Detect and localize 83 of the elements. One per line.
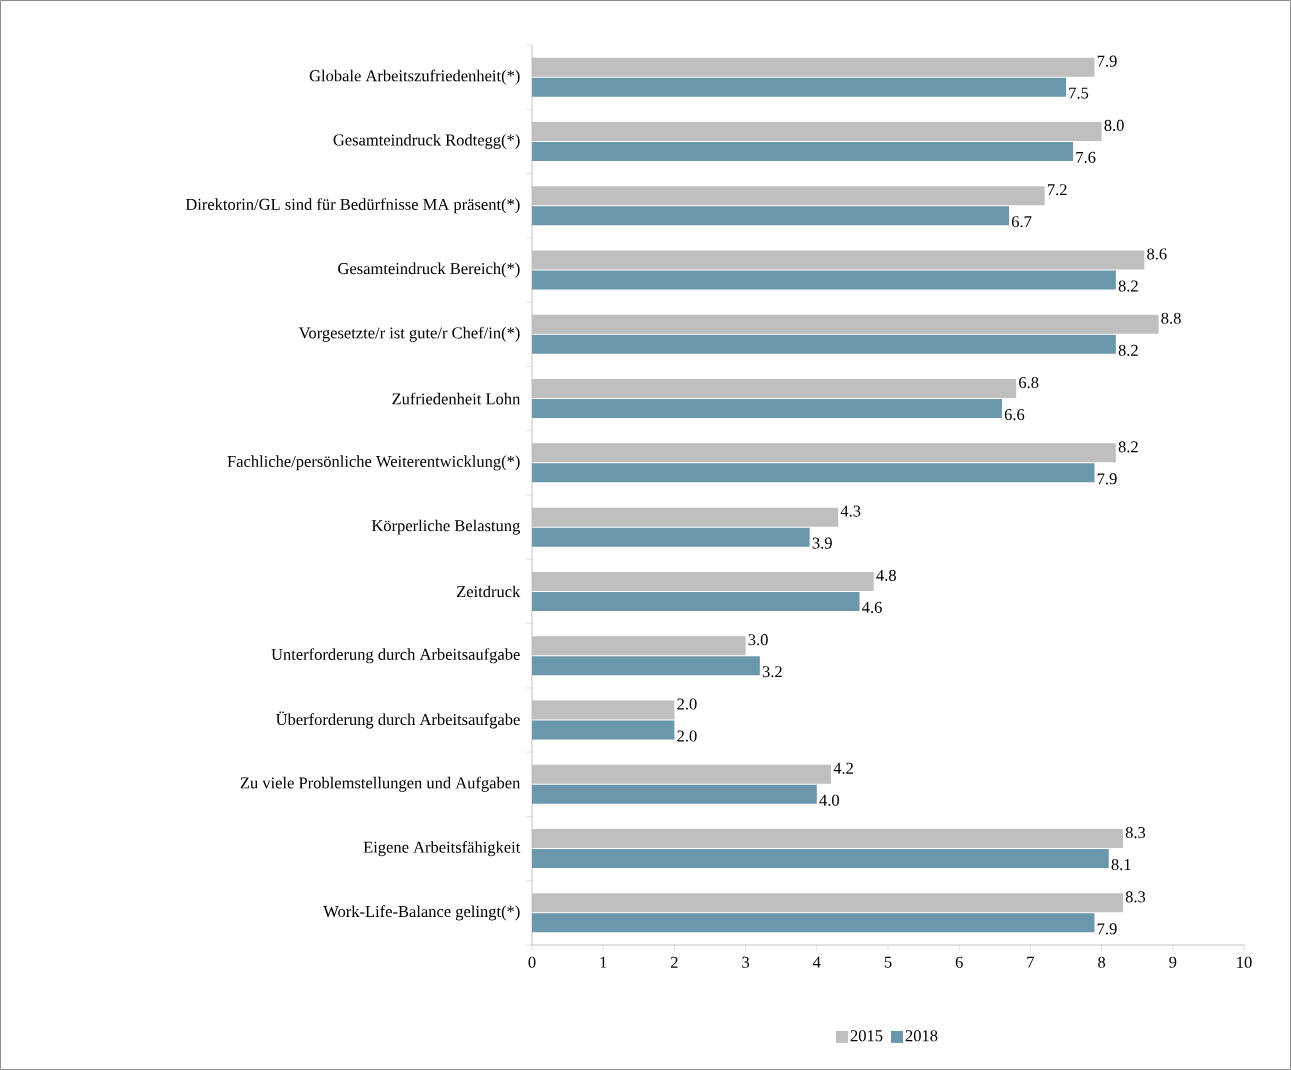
x-tick-label: 4: [813, 956, 821, 968]
bar: [532, 443, 1116, 463]
x-tick-label: 9: [1169, 956, 1177, 968]
data-label: 7.2: [1047, 184, 1067, 196]
x-tick-label: 0: [528, 956, 536, 968]
data-label: 6.8: [1019, 376, 1039, 389]
bar: [532, 571, 874, 591]
data-label: 6.6: [1004, 409, 1025, 421]
x-tick-label: 5: [884, 956, 892, 968]
bar: [532, 700, 675, 720]
bar: [532, 314, 1159, 334]
data-label: 8.8: [1161, 312, 1181, 324]
data-label: 3.2: [762, 666, 782, 678]
bar: [532, 206, 1010, 226]
bar: [532, 507, 839, 527]
y-tick-label: Zufriedenheit Lohn: [392, 392, 521, 405]
y-tick-label: Direktorin/GL sind für Bedürfnisse MA präsent(*): [185, 198, 520, 214]
legend-label: 2018: [905, 1030, 938, 1042]
data-label: 8.3: [1125, 891, 1146, 903]
y-tick-label: Eigene Arbeitsfähigkeit: [363, 840, 521, 857]
data-label: 8.1: [1111, 858, 1131, 871]
y-tick-label: Gesamteindruck Bereich(*): [338, 262, 520, 278]
data-label: 6.7: [1011, 216, 1032, 228]
data-label: 7.9: [1097, 473, 1117, 485]
bar: [532, 829, 1123, 849]
bar: [532, 121, 1102, 141]
legend-label: 2015: [850, 1030, 883, 1042]
data-label: 3.9: [812, 537, 832, 549]
y-tick-label: Körperliche Belastung: [371, 519, 521, 535]
data-label: 4.8: [876, 569, 896, 582]
bar: [532, 270, 1116, 290]
data-label: 8.0: [1104, 119, 1124, 132]
data-label: 8.2: [1118, 280, 1138, 292]
bar: [532, 656, 760, 676]
data-label: 3.0: [748, 634, 768, 646]
y-tick-label: Zeitdruck: [456, 585, 521, 598]
bar: [532, 77, 1067, 97]
x-tick-label: 8: [1098, 956, 1106, 968]
bar: [532, 141, 1074, 161]
data-label: 4.0: [819, 794, 840, 806]
x-tick-label: 6: [955, 956, 963, 968]
x-tick-label: 10: [1237, 956, 1252, 968]
y-tick-label: Fachliche/persönliche Weiterentwicklung(*): [227, 455, 520, 471]
y-tick-label: Unterforderung durch Arbeitsaufgabe: [271, 648, 520, 664]
bar: [532, 913, 1095, 933]
y-tick-label: Überforderung durch Arbeitsaufgabe: [276, 711, 520, 729]
y-tick-label: Globale Arbeitszufriedenheit(*): [309, 69, 520, 85]
x-tick-label: 1: [600, 956, 607, 968]
data-label: 2.0: [677, 730, 697, 742]
bar: [532, 463, 1095, 483]
bar: [532, 379, 1017, 399]
x-tick-label: 3: [742, 956, 750, 968]
data-label: 7.9: [1097, 923, 1117, 935]
bar: [532, 764, 832, 784]
data-label: 2.0: [677, 698, 697, 710]
bar: [532, 186, 1045, 206]
data-label: 4.2: [833, 762, 853, 774]
bar: [532, 527, 810, 547]
bar: [532, 636, 746, 656]
x-tick-label: 7: [1027, 956, 1035, 968]
y-tick-label: Gesamteindruck Rodtegg(*): [333, 133, 520, 149]
bar: [532, 591, 860, 611]
data-label: 7.5: [1069, 87, 1089, 99]
bar: [532, 399, 1002, 419]
bar: [532, 334, 1116, 354]
y-tick-label: Work-Life-Balance gelingt(*): [323, 905, 520, 921]
bar: [532, 250, 1145, 270]
bar: [532, 849, 1109, 869]
data-label: 8.2: [1118, 344, 1138, 356]
bar: [532, 720, 675, 740]
data-label: 7.6: [1076, 151, 1096, 164]
data-label: 8.3: [1125, 826, 1146, 839]
x-tick-label: 2: [671, 956, 678, 968]
bar: [532, 784, 817, 804]
data-label: 8.6: [1147, 248, 1167, 260]
y-tick-label: Vorgesetzte/r ist gute/r Chef/in(*): [298, 326, 520, 342]
data-label: 7.9: [1097, 55, 1117, 67]
data-label: 8.2: [1118, 441, 1138, 453]
data-label: 4.6: [862, 601, 882, 614]
y-tick-label: Zu viele Problemstellungen und Aufgaben: [240, 776, 521, 792]
bar: [532, 893, 1123, 913]
data-label: 4.3: [840, 505, 861, 517]
bar: [532, 57, 1095, 77]
